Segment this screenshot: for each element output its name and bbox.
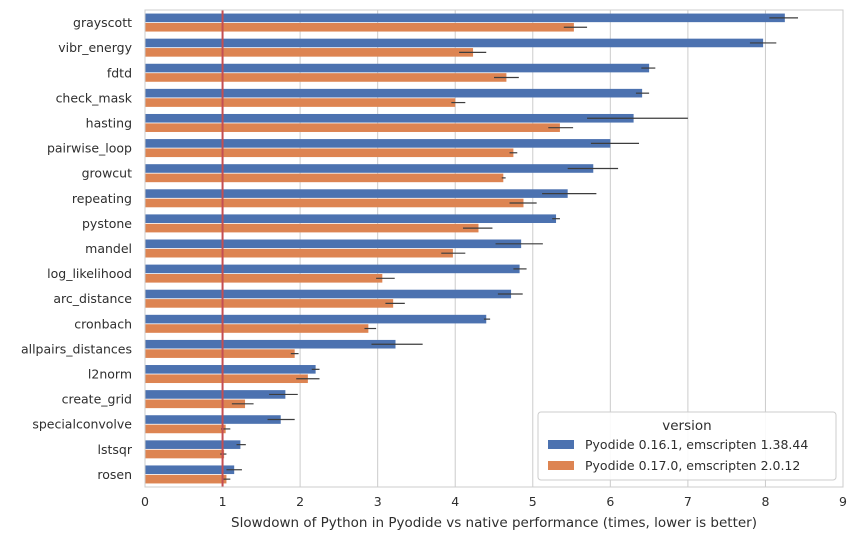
x-tick-labels: 0 1 2 3 4 5 6 7 8 9 [141,494,847,509]
error-bars [220,17,799,480]
bar [145,98,456,107]
legend-box [537,411,837,481]
bar [145,148,514,158]
bar [145,48,474,57]
bar [145,339,396,349]
category-label: pystone [82,216,132,231]
category-label: check_mask [56,90,133,105]
x-tick-label: 0 [141,494,149,509]
category-label: pairwise_loop [47,141,132,156]
bar [145,399,246,409]
legend-title: version [662,418,711,434]
bar [145,248,453,258]
category-label: vibr_energy [58,40,132,55]
bars [145,13,785,484]
category-label: mandel [85,241,132,256]
bar [145,63,650,73]
legend-label-0: Pyodide 0.16.1, emscripten 1.38.44 [585,437,808,452]
legend-swatch-0 [548,440,574,449]
bar [145,264,520,274]
x-tick-label: 4 [451,494,459,509]
bar [145,239,522,249]
category-label: log_likelihood [47,266,132,281]
bar [145,365,316,374]
bar [145,299,394,308]
bar [145,415,281,424]
x-tick-label: 2 [296,494,304,509]
category-label: hasting [86,115,132,130]
x-tick-label: 5 [529,494,537,509]
bar [145,113,634,123]
bar [145,214,557,223]
category-label: arc_distance [53,291,132,306]
bar [145,314,487,324]
bar [145,440,241,449]
bar [145,449,225,459]
bar [145,88,643,98]
bar [145,474,227,484]
bar [145,173,504,183]
bar [145,289,512,299]
category-label: fdtd [107,65,132,80]
category-label: rosen [97,467,132,482]
category-label: specialconvolve [32,417,132,432]
category-label: lstsqr [98,442,133,457]
x-tick-label: 8 [761,494,769,509]
x-tick-label: 9 [839,494,847,509]
legend-label-1: Pyodide 0.17.0, emscripten 2.0.12 [585,458,800,473]
x-tick-label: 6 [606,494,614,509]
legend: version Pyodide 0.16.1, emscripten 1.38.… [537,411,837,481]
category-label: growcut [82,166,132,181]
category-label: create_grid [62,392,132,407]
category-label: allpairs_distances [21,341,132,356]
legend-swatch-1 [548,461,574,470]
bar [145,139,611,148]
bar [145,424,226,434]
plot-frame [144,9,844,488]
category-label: repeating [72,191,132,206]
bar [145,390,286,399]
bar [145,22,574,32]
category-label: cronbach [74,316,132,331]
bar [145,123,560,132]
bar [145,349,295,358]
bar [145,465,235,475]
bar [145,38,764,48]
category-label: grayscott [73,15,132,30]
bar [145,223,479,233]
bar [145,189,568,198]
category-label: l2norm [88,367,132,382]
bar [145,324,369,333]
bar [145,73,507,82]
bar [145,274,383,283]
x-tick-label: 1 [219,494,227,509]
x-axis-label: Slowdown of Python in Pyodide vs native … [231,515,757,531]
bar [145,374,308,384]
x-tick-label: 7 [684,494,692,509]
bar [145,164,594,173]
bar [145,198,524,208]
x-tick-label: 3 [374,494,382,509]
bar [145,13,785,23]
